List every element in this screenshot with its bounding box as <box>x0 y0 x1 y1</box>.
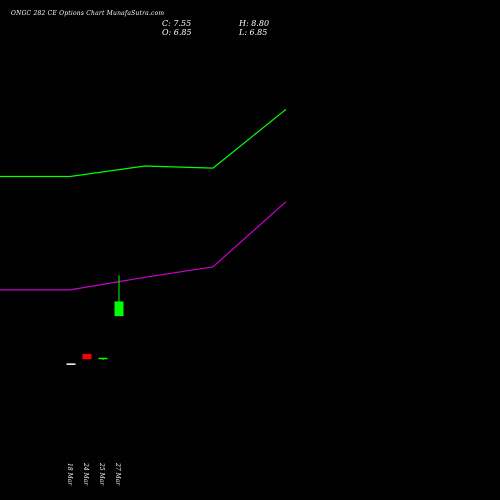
open-value: O: 6.85 <box>162 28 192 37</box>
candle-2 <box>98 357 108 361</box>
high-value: H: 8.80 <box>239 19 270 28</box>
x-tick-label: 24 Mar <box>82 462 89 486</box>
close-value: C: 7.55 <box>162 19 192 28</box>
candle-body <box>114 301 124 317</box>
candle-body <box>66 363 76 365</box>
candle-body <box>98 357 108 360</box>
chart-title: ONGC 282 CE Options Chart MunafaSutra.co… <box>11 10 165 17</box>
low-value: L: 6.85 <box>239 28 268 37</box>
candle-3 <box>114 275 124 317</box>
x-tick-label: 27 Mar <box>114 462 121 486</box>
candle-0 <box>66 363 76 365</box>
series-line-0 <box>0 108 287 178</box>
candle-1 <box>82 353 92 360</box>
candle-body <box>82 353 92 360</box>
x-tick-label: 18 Mar <box>66 463 73 486</box>
x-tick-label: 25 Mar <box>98 462 105 486</box>
series-line-1 <box>0 201 287 291</box>
